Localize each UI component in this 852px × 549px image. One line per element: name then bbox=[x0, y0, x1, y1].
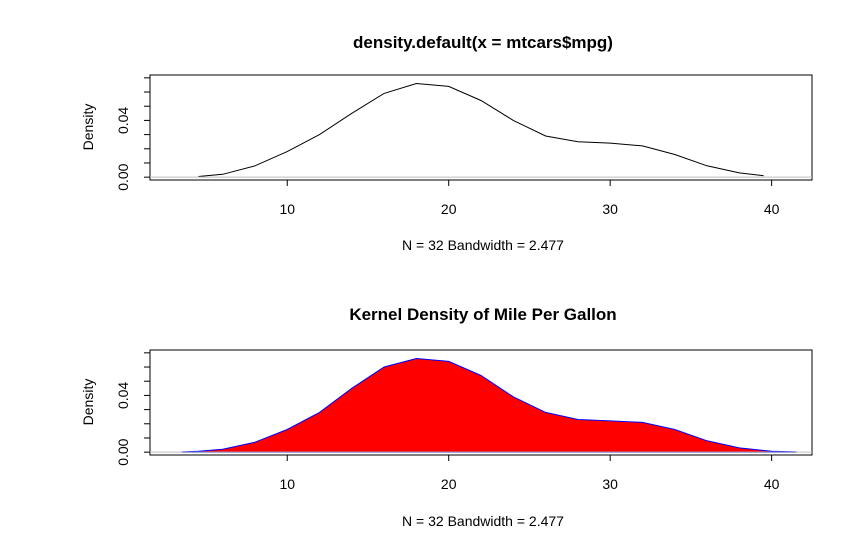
y-tick-label: 0.04 bbox=[115, 107, 131, 134]
x-tick-label: 10 bbox=[279, 476, 295, 492]
x-tick-label: 10 bbox=[279, 201, 295, 217]
axes-bottom: 10 20 30 40 0.00 0.04 bbox=[115, 352, 780, 492]
plot-box-top bbox=[149, 74, 813, 181]
density-curve-top bbox=[198, 82, 764, 177]
y-axis-label-top: Density bbox=[80, 104, 96, 151]
plot-box-bottom bbox=[149, 349, 813, 456]
x-tick-label: 40 bbox=[764, 476, 780, 492]
chart-title-top: density.default(x = mtcars$mpg) bbox=[353, 33, 613, 52]
chart-title-bottom: Kernel Density of Mile Per Gallon bbox=[349, 305, 616, 324]
axes-top: 10 20 30 40 0.00 0.04 bbox=[115, 77, 780, 217]
x-tick-label: 30 bbox=[602, 201, 618, 217]
y-tick-label: 0.04 bbox=[115, 382, 131, 409]
panel-top: density.default(x = mtcars$mpg) 10 20 30 40… bbox=[80, 33, 813, 253]
x-tick-label: 40 bbox=[764, 201, 780, 217]
x-tick-label: 20 bbox=[441, 201, 457, 217]
panel-bottom: Kernel Density of Mile Per Gallon 10 20 30… bbox=[80, 305, 813, 529]
y-axis-label-bottom: Density bbox=[80, 379, 96, 426]
x-tick-label: 20 bbox=[441, 476, 457, 492]
y-tick-label: 0.00 bbox=[115, 438, 131, 465]
x-axis-label-bottom: N = 32 Bandwidth = 2.477 bbox=[402, 513, 564, 529]
x-tick-label: 30 bbox=[602, 476, 618, 492]
x-axis-label-top: N = 32 Bandwidth = 2.477 bbox=[402, 237, 564, 253]
density-area-bottom bbox=[181, 357, 797, 453]
y-tick-label: 0.00 bbox=[115, 163, 131, 190]
